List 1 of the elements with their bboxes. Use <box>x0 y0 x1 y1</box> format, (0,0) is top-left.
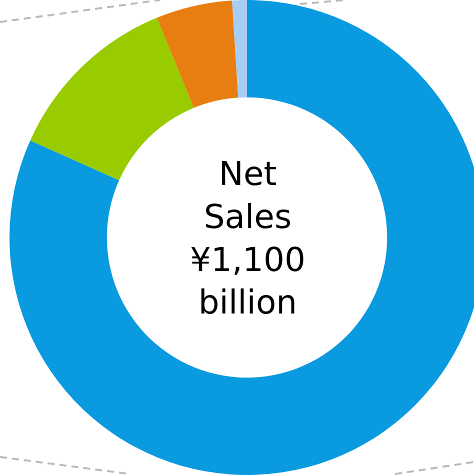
text: Net Sales ¥1,100 billion <box>190 154 306 322</box>
